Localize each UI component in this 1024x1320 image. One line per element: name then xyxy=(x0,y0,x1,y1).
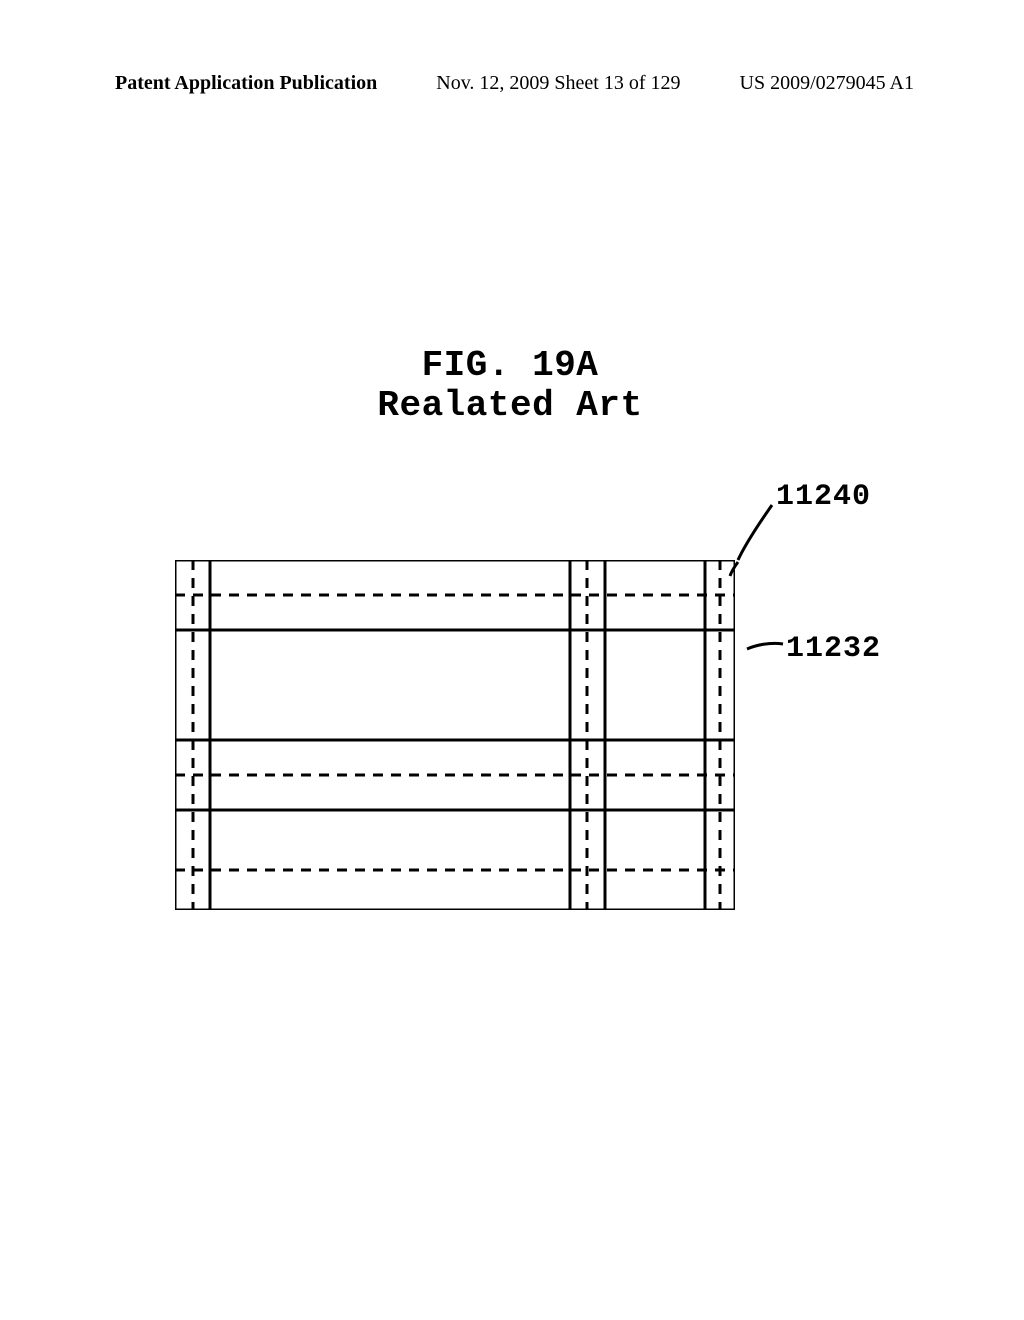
header-left-text: Patent Application Publication xyxy=(115,72,377,95)
page-header: Patent Application Publication Nov. 12, … xyxy=(0,72,1024,95)
figure-title-line1: FIG. 19A xyxy=(330,346,690,386)
reference-label-11232: 11232 xyxy=(786,632,881,666)
figure-title: FIG. 19A Realated Art xyxy=(330,346,690,425)
header-center-text: Nov. 12, 2009 Sheet 13 of 129 xyxy=(436,72,680,95)
grid-diagram xyxy=(175,560,735,910)
header-right-text: US 2009/0279045 A1 xyxy=(740,72,914,95)
reference-label-11240: 11240 xyxy=(776,480,871,514)
figure-title-line2: Realated Art xyxy=(330,386,690,426)
